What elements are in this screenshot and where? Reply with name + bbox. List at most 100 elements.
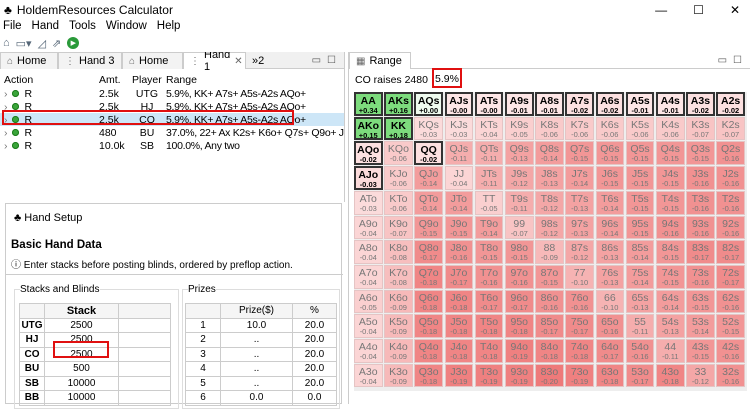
hand-cell-J3o[interactable]: J3o -0.19 — [444, 363, 474, 388]
table-row[interactable]: › R 2.5k UTG 5.9%, KK+ A7s+ A5s-A2s AQo+ — [4, 87, 306, 100]
hand-cell-AKo[interactable]: AKo +0.15 — [354, 116, 383, 141]
hand-cell-K8s[interactable]: K8s -0.06 — [535, 116, 564, 141]
hand-cell-QJs[interactable]: QJs -0.11 — [444, 141, 474, 166]
pct-input[interactable]: 20.0 — [292, 375, 337, 391]
hand-cell-55[interactable]: 55 -0.11 — [625, 314, 655, 339]
hand-cell-J5s[interactable]: J5s -0.15 — [625, 166, 655, 190]
hand-cell-64s[interactable]: 64s -0.14 — [656, 289, 685, 314]
table-row-selected[interactable]: › R 2.5k CO 5.9%, KK+ A7s+ A5s-A2s AQo+ — [0, 113, 344, 126]
hand-cell-KQs[interactable]: KQs -0.03 — [414, 116, 443, 141]
hand-cell-K4s[interactable]: K4s -0.06 — [656, 116, 685, 141]
menu-help[interactable]: Help — [156, 20, 181, 32]
hand-cell-J6o[interactable]: J6o -0.18 — [444, 289, 474, 314]
hand-cell-T6o[interactable]: T6o -0.17 — [474, 289, 504, 314]
hand-cell-Q7s[interactable]: Q7s -0.15 — [565, 141, 594, 166]
hand-cell-94s[interactable]: 94s -0.16 — [656, 215, 685, 240]
prize-input[interactable]: 0.0 — [220, 390, 293, 406]
hand-cell-A3o[interactable]: A3o -0.04 — [354, 363, 383, 388]
hand-cell-A8o[interactable]: A8o -0.04 — [354, 240, 383, 264]
hand-cell-94o[interactable]: 94o -0.19 — [505, 339, 534, 363]
hand-cell-Q6s[interactable]: Q6s -0.15 — [595, 141, 625, 166]
hand-cell-T5s[interactable]: T5s -0.15 — [625, 190, 655, 215]
hand-cell-T4o[interactable]: T4o -0.18 — [474, 339, 504, 363]
hand-cell-T9o[interactable]: T9o -0.14 — [474, 215, 504, 240]
hand-cell-74o[interactable]: 74o -0.18 — [565, 339, 594, 363]
expand-icon[interactable]: › — [4, 113, 8, 126]
hand-cell-Q3s[interactable]: Q3s -0.15 — [686, 141, 715, 166]
pct-input[interactable]: 20.0 — [292, 332, 337, 348]
hand-cell-Q2s[interactable]: Q2s -0.16 — [716, 141, 745, 166]
hand-cell-53o[interactable]: 53o -0.17 — [625, 363, 655, 388]
menu-tools[interactable]: Tools — [69, 20, 96, 32]
hand-cell-T7s[interactable]: T7s -0.13 — [565, 190, 594, 215]
hand-cell-J5o[interactable]: J5o -0.18 — [444, 314, 474, 339]
hand-cell-74s[interactable]: 74s -0.15 — [656, 264, 685, 289]
hand-cell-76o[interactable]: 76o -0.16 — [565, 289, 594, 314]
hand-cell-J7s[interactable]: J7s -0.14 — [565, 166, 594, 190]
prize-input[interactable]: .. — [220, 346, 293, 362]
expand-icon[interactable]: › — [4, 139, 8, 152]
chart-icon[interactable]: ◿ — [37, 37, 47, 50]
tab-home-1[interactable]: ⌂ Home — [0, 52, 58, 69]
hand-cell-T2s[interactable]: T2s -0.16 — [716, 190, 745, 215]
hand-cell-Q6o[interactable]: Q6o -0.18 — [414, 289, 443, 314]
menu-window[interactable]: Window — [105, 20, 147, 32]
tab-home-2[interactable]: ⌂ Home — [122, 52, 183, 69]
hand-cell-KJs[interactable]: KJs -0.03 — [444, 116, 474, 141]
hand-cell-T6s[interactable]: T6s -0.14 — [595, 190, 625, 215]
hand-cell-QQ[interactable]: QQ -0.02 — [414, 141, 443, 166]
hand-cell-77[interactable]: 77 -0.10 — [565, 264, 594, 289]
hand-cell-A9o[interactable]: A9o -0.04 — [354, 215, 383, 240]
maximize-view-icon[interactable]: ☐ — [327, 55, 336, 66]
hand-cell-63s[interactable]: 63s -0.15 — [686, 289, 715, 314]
hand-cell-J7o[interactable]: J7o -0.17 — [444, 264, 474, 289]
hand-cell-AA[interactable]: AA +0.34 — [354, 92, 383, 116]
hand-cell-96s[interactable]: 96s -0.14 — [595, 215, 625, 240]
hand-cell-J8o[interactable]: J8o -0.16 — [444, 240, 474, 264]
hand-cell-87o[interactable]: 87o -0.15 — [535, 264, 564, 289]
hand-cell-86o[interactable]: 86o -0.16 — [535, 289, 564, 314]
hand-cell-A6s[interactable]: A6s -0.02 — [595, 92, 625, 116]
hand-cell-KTs[interactable]: KTs -0.04 — [474, 116, 504, 141]
hand-cell-A6o[interactable]: A6o -0.05 — [354, 289, 383, 314]
hand-cell-A4o[interactable]: A4o -0.04 — [354, 339, 383, 363]
stack-input[interactable]: 10000 — [44, 390, 119, 406]
hand-cell-T3o[interactable]: T3o -0.19 — [474, 363, 504, 388]
hand-cell-T4s[interactable]: T4s -0.15 — [656, 190, 685, 215]
hand-cell-98o[interactable]: 98o -0.15 — [505, 240, 534, 264]
hand-cell-J4o[interactable]: J4o -0.18 — [444, 339, 474, 363]
hand-cell-KJo[interactable]: KJo -0.06 — [384, 166, 413, 190]
expand-icon[interactable]: › — [4, 126, 8, 139]
hand-cell-A2s[interactable]: A2s -0.02 — [716, 92, 745, 116]
tab-hand-1[interactable]: ⋮ Hand 1 ✕ — [183, 52, 246, 73]
hand-cell-Q3o[interactable]: Q3o -0.18 — [414, 363, 443, 388]
tabs-overflow[interactable]: »2 — [252, 54, 265, 67]
minimize-button[interactable]: — — [655, 3, 668, 17]
hand-cell-83o[interactable]: 83o -0.20 — [535, 363, 564, 388]
hand-cell-KTo[interactable]: KTo -0.06 — [384, 190, 413, 215]
stack-input[interactable]: 500 — [44, 361, 119, 377]
table-row[interactable]: › R 480 BU 37.0%, 22+ Ax K2s+ K6o+ Q7s+ Q9o+… — [4, 126, 344, 139]
hand-cell-84o[interactable]: 84o -0.18 — [535, 339, 564, 363]
hand-cell-99[interactable]: 99 -0.07 — [505, 215, 534, 240]
hand-cell-Q4s[interactable]: Q4s -0.15 — [656, 141, 685, 166]
hand-cell-J8s[interactable]: J8s -0.13 — [535, 166, 564, 190]
hand-cell-54s[interactable]: 54s -0.13 — [656, 314, 685, 339]
hand-cell-K3o[interactable]: K3o -0.09 — [384, 363, 413, 388]
hand-cell-95o[interactable]: 95o -0.18 — [505, 314, 534, 339]
hand-cell-KQo[interactable]: KQo -0.06 — [384, 141, 413, 166]
hand-cell-32s[interactable]: 32s -0.16 — [716, 363, 745, 388]
hand-cell-TT[interactable]: TT -0.05 — [474, 190, 504, 215]
hand-cell-QTo[interactable]: QTo -0.14 — [414, 190, 443, 215]
hand-cell-43s[interactable]: 43s -0.15 — [686, 339, 715, 363]
close-button[interactable]: ✕ — [729, 3, 740, 17]
hand-cell-AJo[interactable]: AJo -0.03 — [354, 166, 383, 190]
hand-cell-75s[interactable]: 75s -0.14 — [625, 264, 655, 289]
hand-cell-J6s[interactable]: J6s -0.15 — [595, 166, 625, 190]
hand-cell-A8s[interactable]: A8s -0.01 — [535, 92, 564, 116]
home-icon[interactable]: ⌂ — [3, 37, 10, 49]
prize-input[interactable]: 10.0 — [220, 317, 293, 333]
pct-input[interactable]: 0.0 — [292, 390, 337, 406]
minimize-view-icon[interactable]: ▭ — [311, 55, 322, 66]
tab-hand-3[interactable]: ⋮ Hand 3 — [58, 52, 122, 69]
